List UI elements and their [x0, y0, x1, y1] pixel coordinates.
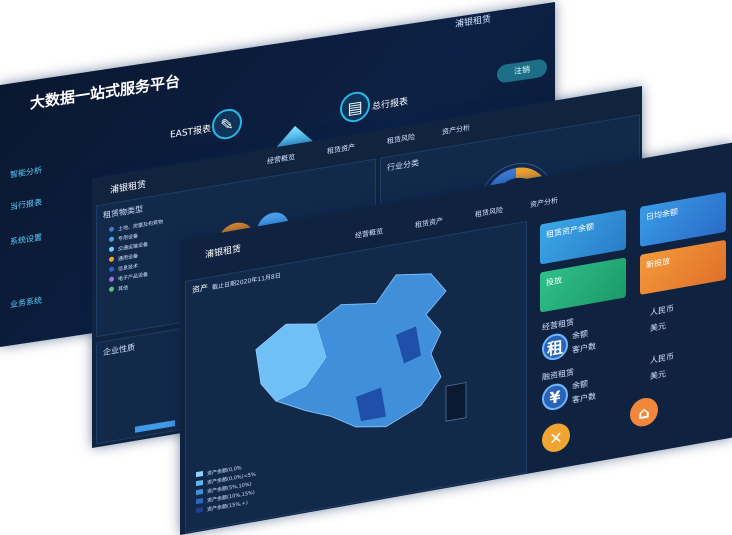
currency-label: 美元: [650, 321, 666, 334]
kpi-card: 日均余额: [640, 191, 726, 247]
map-region: [396, 326, 421, 364]
section-icon: 租: [542, 331, 568, 363]
row-label: 客户数: [572, 391, 596, 405]
sidebar-item[interactable]: 系统设置: [10, 232, 42, 247]
sidebar-item[interactable]: 当行报表: [10, 197, 42, 212]
tab[interactable]: 租赁风险: [387, 132, 415, 146]
platform-title: 大数据一站式服务平台: [30, 72, 181, 113]
asset-screen: 浦银租赁 经营概览 租赁资产 租赁风险 资产分析 资产 截止日期2020年11月…: [180, 142, 732, 535]
tab[interactable]: 租赁资产: [415, 216, 443, 230]
currency-label: 美元: [650, 369, 666, 382]
panel-title: 租赁物类型: [103, 204, 143, 221]
map-title: 资产: [192, 283, 208, 295]
nav-icon[interactable]: ✎: [212, 106, 242, 142]
logo: 浦银租赁: [455, 14, 492, 30]
tab[interactable]: 租赁资产: [327, 142, 355, 156]
sidebar-item[interactable]: 业务系统: [10, 295, 42, 310]
nav-button[interactable]: 总行报表: [372, 97, 409, 113]
china-map: [255, 273, 467, 428]
section-title: 融资租赁: [542, 367, 574, 383]
tab[interactable]: 资产分析: [442, 123, 470, 137]
action-icon[interactable]: ✕: [542, 421, 570, 455]
row-label: 客户数: [572, 341, 596, 355]
bar-graphic: [135, 420, 175, 433]
nav-button[interactable]: EAST报表: [170, 124, 212, 141]
kpi-card: 投放: [540, 257, 626, 313]
section-title: 经营租赁: [542, 317, 574, 333]
action-icon[interactable]: ⌂: [630, 395, 658, 429]
kpi-card: 新投放: [640, 239, 726, 295]
panel-title: 行业分类: [387, 158, 419, 173]
currency-label: 人民币: [650, 303, 674, 318]
enterprise-panel: 企业性质: [96, 327, 183, 445]
tab[interactable]: 经营概览: [355, 227, 383, 241]
tab[interactable]: 资产分析: [530, 196, 558, 210]
legend: 土地、房屋及构筑物 专用设备 交通运输设备 通用设备 信息技术 电子产品设备 其…: [109, 217, 163, 296]
map-region: [255, 323, 327, 402]
tab[interactable]: 经营概览: [267, 153, 295, 166]
currency-label: 人民币: [650, 351, 674, 366]
section-icon: ¥: [542, 381, 568, 413]
row-label: 余额: [572, 329, 588, 341]
row-label: 余额: [572, 379, 588, 391]
sidebar-item[interactable]: 智能分析: [10, 165, 42, 180]
map-region: [356, 387, 386, 422]
map-shape: [255, 273, 447, 428]
tab[interactable]: 租赁风险: [475, 206, 503, 219]
south-sea-inset: [445, 382, 467, 422]
map-panel: 资产 截止日期2020年11月8日 资产余额(0,0% 资产余额(0,0%)<5…: [185, 220, 527, 534]
kpi-card: 租赁资产余额: [540, 209, 626, 265]
logout-button[interactable]: 注销: [497, 58, 547, 84]
legend-label: 其他: [118, 284, 129, 293]
map-legend: 资产余额(0,0% 资产余额(0,0%)<5% 资产余额(5%,10%) 资产余…: [196, 462, 256, 518]
panel-title: 企业性质: [103, 342, 135, 358]
nav-icon[interactable]: ▤: [340, 89, 370, 125]
logo: 浦银租赁: [205, 244, 242, 261]
logo: 浦银租赁: [110, 179, 147, 196]
